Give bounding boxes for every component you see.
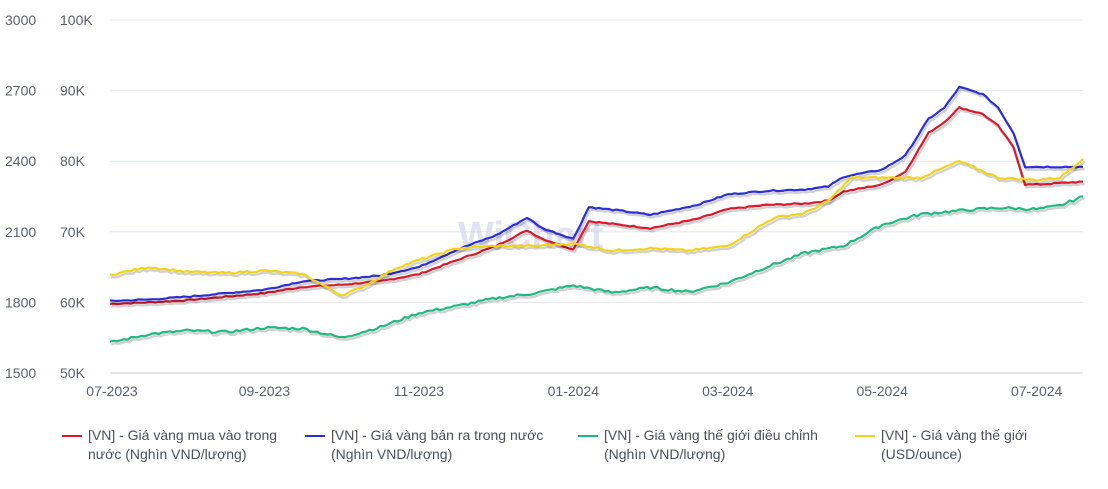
series-line-0[interactable]: [109, 106, 1084, 306]
legend-label-buy: [VN] - Giá vàng mua vào trong nước (Nghì…: [88, 427, 278, 462]
series-shadow: [111, 160, 1086, 300]
y-right-tick-label: 100K: [60, 12, 93, 28]
series-shadow: [111, 197, 1085, 346]
x-tick-label: 09-2023: [239, 383, 291, 399]
series-line-2[interactable]: [109, 195, 1084, 343]
legend-label-sell: [VN] - Giá vàng bán ra trong nước (Nghìn…: [331, 427, 544, 462]
legend-swatch-world: [855, 435, 875, 437]
series-line-1[interactable]: [109, 85, 1084, 302]
x-tick-label: 05-2024: [857, 383, 909, 399]
x-tick-label: 03-2024: [702, 383, 754, 399]
y-left-tick-label: 2700: [5, 83, 36, 99]
series-line-3[interactable]: [109, 158, 1084, 297]
y-left-tick-label: 2100: [5, 224, 36, 240]
legend-item-world[interactable]: [VN] - Giá vàng thế giới (USD/ounce): [855, 426, 1091, 464]
y-left-tick-label: 1500: [5, 365, 36, 381]
y-right-tick-label: 90K: [60, 83, 86, 99]
y-left-tick-label: 2400: [5, 153, 36, 169]
legend: [VN] - Giá vàng mua vào trong nước (Nghì…: [0, 426, 1108, 476]
x-tick-label: 07-2024: [1011, 383, 1063, 399]
gridlines: [110, 19, 1083, 374]
y-right-tick-label: 70K: [60, 224, 86, 240]
axis-tick-labels: 3000 100K 2700 90K 2400 80K 2100 70K 1800 60K 1500…: [5, 12, 1063, 399]
series-lines: [109, 85, 1086, 346]
x-tick-label: 11-2023: [394, 383, 445, 399]
y-right-tick-label: 50K: [60, 365, 86, 381]
x-tick-label: 07-2023: [86, 383, 138, 399]
legend-swatch-buy: [62, 435, 82, 437]
legend-item-sell[interactable]: [VN] - Giá vàng bán ra trong nước (Nghìn…: [305, 426, 571, 464]
x-tick-label: 01-2024: [548, 383, 600, 399]
legend-item-world-adjusted[interactable]: [VN] - Giá vàng thế giới điều chỉnh (Ngh…: [578, 426, 854, 464]
legend-label-world: [VN] - Giá vàng thế giới (USD/ounce): [881, 427, 1028, 462]
y-right-tick-label: 80K: [60, 153, 86, 169]
legend-item-buy[interactable]: [VN] - Giá vàng mua vào trong nước (Nghì…: [62, 426, 313, 464]
legend-label-world-adjusted: [VN] - Giá vàng thế giới điều chỉnh (Ngh…: [604, 427, 818, 462]
y-right-tick-label: 60K: [60, 294, 86, 310]
series-shadow: [111, 108, 1085, 308]
series-shadow: [111, 88, 1085, 305]
legend-swatch-sell: [305, 435, 325, 437]
y-left-tick-label: 1800: [5, 294, 36, 310]
legend-swatch-world-adjusted: [578, 435, 598, 437]
y-left-tick-label: 3000: [5, 12, 36, 28]
